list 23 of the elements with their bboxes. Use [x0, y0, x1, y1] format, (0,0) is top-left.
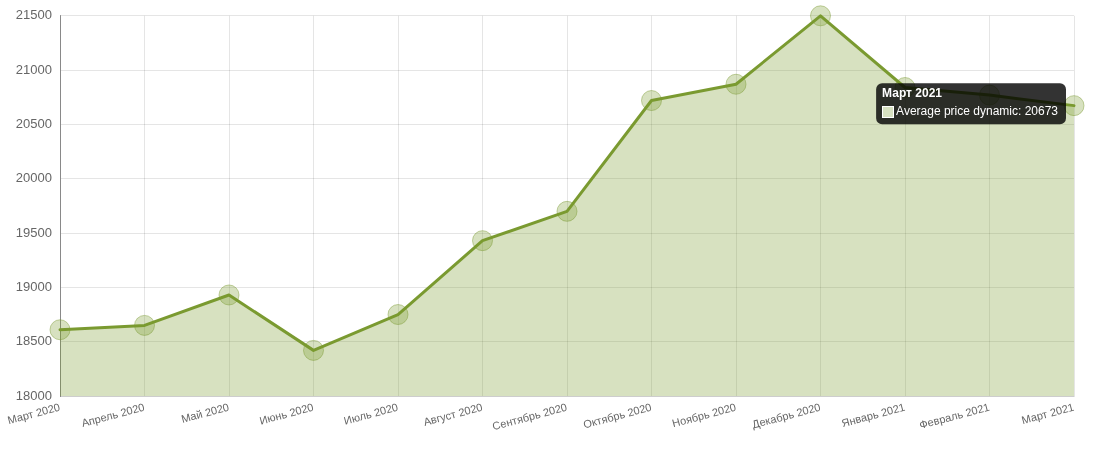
y-tick-label: 18500 — [15, 333, 52, 349]
y-tick-label: 18000 — [15, 387, 52, 403]
x-tick-label: Август 2020 — [422, 400, 484, 428]
x-tick-label: Октябрь 2020 — [581, 400, 653, 431]
x-tick-label: Март 2020 — [6, 400, 62, 427]
y-tick-label: 19000 — [15, 278, 52, 294]
x-tick-label: Январь 2021 — [840, 400, 907, 430]
y-tick-label: 21500 — [15, 7, 52, 23]
x-tick-label: Апрель 2020 — [80, 400, 146, 430]
y-tick-label: 20500 — [15, 116, 52, 132]
y-tick-label: 20000 — [15, 170, 52, 186]
x-tick-label: Май 2020 — [179, 400, 231, 425]
x-tick-label: Ноябрь 2020 — [670, 400, 738, 430]
x-tick-label: Сентябрь 2020 — [491, 400, 569, 433]
annotation: Март 2021 — [882, 86, 943, 101]
y-tick-label: 19500 — [15, 224, 52, 240]
x-tick-label: Декабрь 2020 — [750, 400, 822, 431]
y-tick-label: 21000 — [15, 61, 52, 77]
x-tick-label: Июнь 2020 — [258, 400, 315, 427]
annotation: Average price dynamic: 20673 — [896, 104, 1059, 119]
x-tick-label: Июль 2020 — [342, 400, 400, 427]
x-tick-label: Март 2021 — [1020, 400, 1076, 427]
x-tick-label: Февраль 2021 — [917, 400, 991, 431]
